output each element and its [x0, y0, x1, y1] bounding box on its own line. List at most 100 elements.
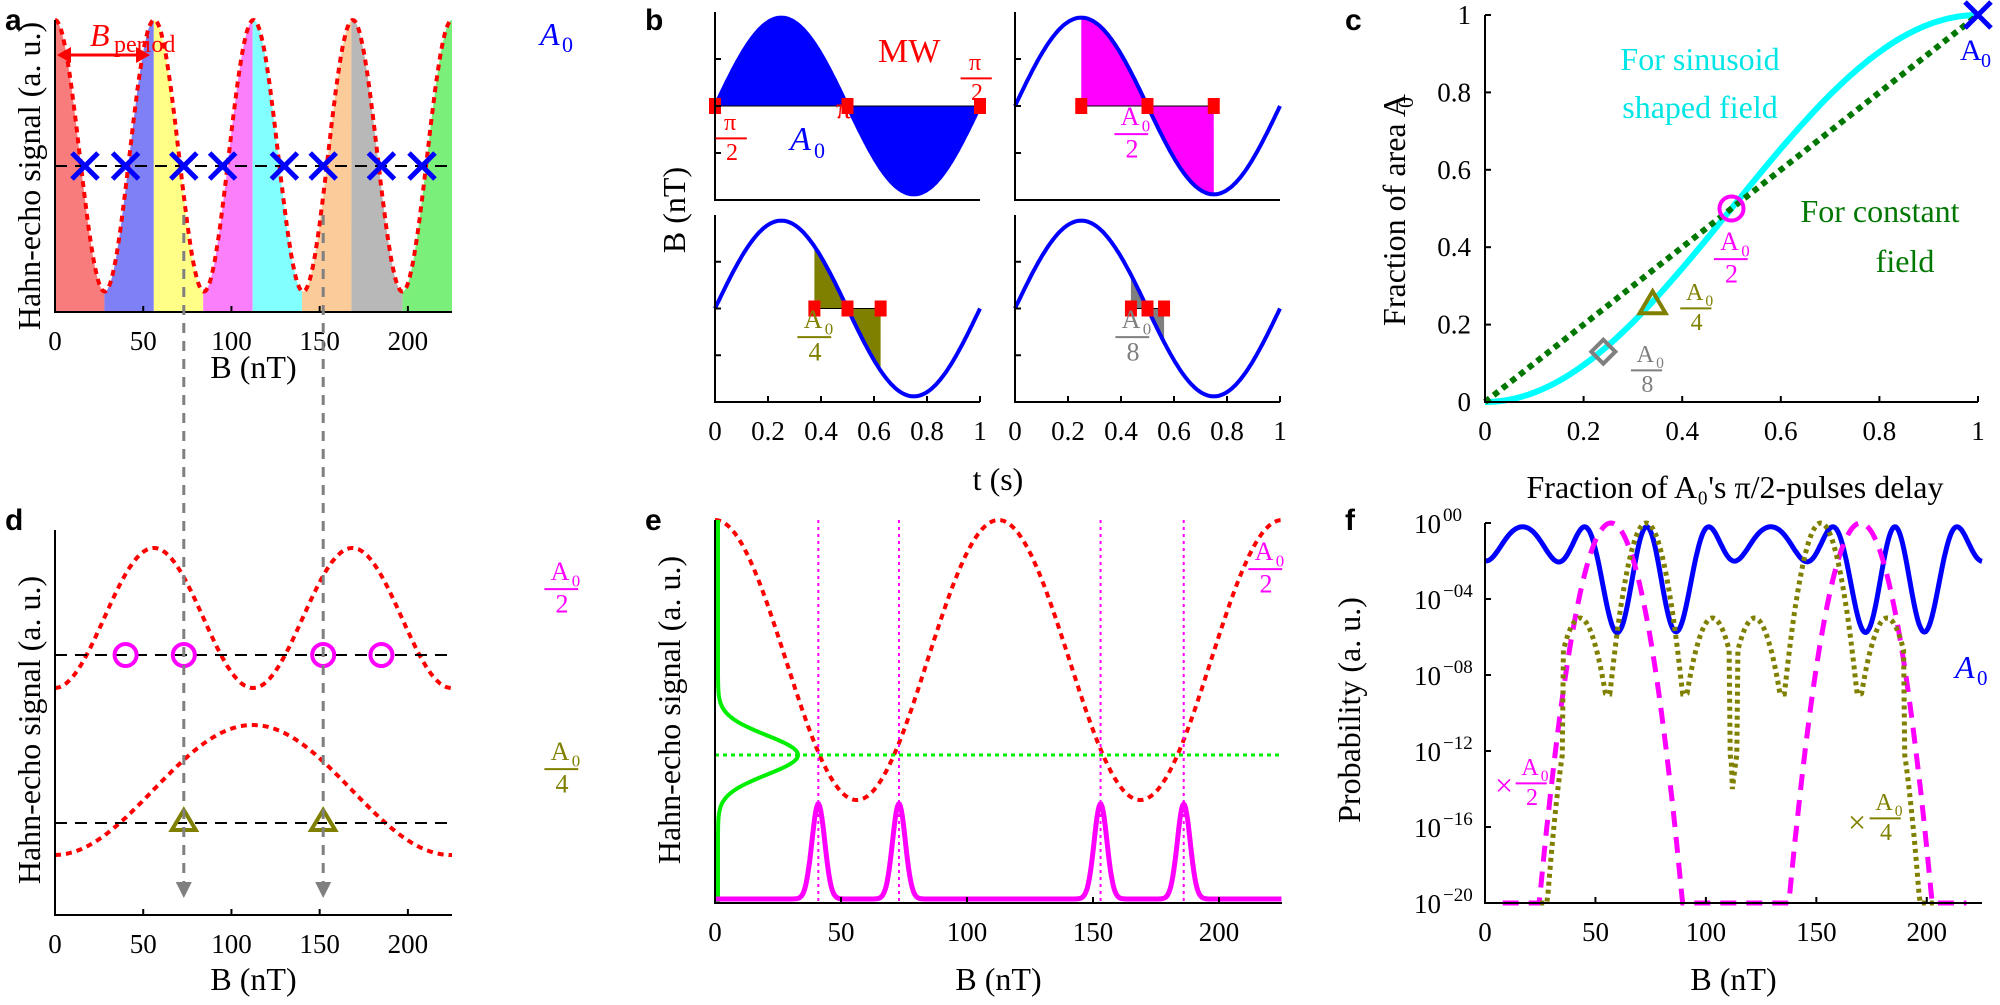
x-axis-label: t (s): [973, 461, 1024, 497]
y-tick-exponent: −16: [1443, 809, 1473, 830]
crossing-circle: [112, 642, 139, 668]
y-tick-exponent: −04: [1443, 581, 1473, 602]
series-a0-half: [1502, 520, 1967, 906]
y-tick-label: 10: [1414, 585, 1441, 615]
pulse-marker: [1207, 98, 1220, 114]
y-tick-exponent: 00: [1443, 505, 1462, 526]
shaded-area: [715, 17, 980, 195]
x-tick-label: 0.8: [1863, 416, 1897, 446]
x-tick-label: 1: [973, 416, 987, 446]
x-tick-label: 50: [130, 326, 157, 356]
y-tick-label: 10: [1414, 509, 1441, 539]
y-tick-label: 0.6: [1437, 155, 1471, 185]
label-a0-half-numerator-sub: 0: [1276, 552, 1284, 571]
crossing-marker: [110, 151, 141, 181]
a0-quarter-label-numerator: A: [804, 305, 823, 334]
pulse-marker: [1158, 300, 1171, 317]
x-tick-label: 100: [211, 326, 252, 356]
subplot-b3: 0 0.2 0.4 0.6 0.8 1A 04: [708, 215, 987, 446]
curve-a0-quarter: [55, 723, 452, 857]
x-tick-label: 0.8: [1210, 416, 1244, 446]
noise-distribution: [716, 520, 801, 903]
x-tick-label: 0.2: [1051, 416, 1085, 446]
x-tick-label: 0.6: [1157, 416, 1191, 446]
x-axis-label: B (nT): [1690, 961, 1776, 997]
pulse-marker: [1124, 300, 1137, 317]
mw-label: MW: [878, 33, 941, 70]
panel-a: a 0 50 100 150 200 B (nT) Hahn-echo signal (a. …: [5, 4, 573, 385]
x-tick-label: 0.8: [910, 416, 944, 446]
half-pi-right-denominator: 2: [971, 80, 983, 106]
y-tick-exponent: −12: [1443, 733, 1473, 754]
x-tick-label: 50: [1582, 917, 1609, 947]
pulse-marker: [1141, 300, 1154, 317]
label-a0-quarter-numerator-sub: 0: [572, 752, 580, 771]
panel-letter-a: a: [5, 4, 22, 37]
panel-letter-e: e: [645, 504, 662, 537]
panel-c: c 0 0.2 0.4 0.6 0.8 1 0 0.2 0.4 0.6 0.8 1 Fraction of…: [1345, 0, 1993, 505]
marker-a0-eighth-label-numerator-sub: 0: [1656, 355, 1664, 372]
x-tick-label: 1: [1273, 416, 1287, 446]
period-arrow-head-left: [57, 47, 71, 63]
x-tick-label: 0: [48, 326, 62, 356]
y-tick-label: 1: [1458, 0, 1472, 30]
a0-half-label-numerator-sub: 0: [1142, 117, 1150, 136]
link-arrow-head: [175, 882, 192, 898]
pulse-marker: [1075, 98, 1088, 114]
crossing-marker: [407, 151, 437, 181]
x-tick-label: 1: [1971, 416, 1985, 446]
subplot-axis: [714, 12, 980, 201]
marker-a0-half: [1717, 194, 1746, 223]
subplot-axis: [1014, 12, 1280, 201]
y-axis-label: B (nT): [656, 167, 692, 253]
label-a0-quarter-denominator: 4: [556, 770, 569, 799]
marker-a0-eighth: [1588, 336, 1619, 367]
label-a0-half-denominator: 2: [1526, 785, 1538, 811]
x-tick-label: 0: [1478, 917, 1492, 947]
a0-half-label-denominator: 2: [1126, 135, 1139, 164]
x-axis-label: Fraction of A₀'s π/2-pulses delay: [1526, 469, 1943, 505]
panel-letter-c: c: [1345, 4, 1362, 37]
label-a0-quarter-numerator: A: [1875, 790, 1893, 816]
marker-a0-half-label-numerator: A: [1720, 227, 1739, 256]
marker-a0-half-label-denominator: 2: [1725, 260, 1738, 289]
a0-eighth-label-numerator: A: [1122, 305, 1141, 334]
label-a0-half-numerator-sub: 0: [1541, 768, 1549, 785]
pulse-marker: [874, 300, 887, 317]
label-a0-quarter-numerator: A: [551, 737, 570, 766]
a0-eighth-label-numerator-sub: 0: [1143, 320, 1151, 339]
marker-a0-half-label-numerator-sub: 0: [1741, 242, 1749, 261]
label-a0-half-denominator: 2: [1260, 570, 1273, 599]
label-a0-half-numerator-sub: 0: [572, 572, 580, 591]
y-tick-exponent: −08: [1443, 657, 1473, 678]
x-tick-label: 150: [299, 929, 340, 959]
sinusoid-label-line1: For sinusoid: [1620, 41, 1779, 77]
pulse-marker: [841, 98, 854, 114]
half-pi-left-denominator: 2: [726, 140, 738, 166]
shaded-region: [203, 20, 253, 312]
x-tick-label: 100: [1686, 917, 1727, 947]
x-tick-label: 150: [1796, 917, 1837, 947]
x-tick-label: 150: [1073, 917, 1114, 947]
subplot-b1: [709, 12, 986, 201]
x-tick-label: 0: [48, 929, 62, 959]
crossing-marker: [169, 151, 199, 181]
pi-label: π: [836, 92, 851, 125]
series-a0-quarter: [1540, 520, 1938, 906]
panel-letter-d: d: [5, 504, 23, 537]
subplot-b2: A 02: [1013, 12, 1282, 201]
curve-label-a0-sub: 0: [562, 32, 573, 57]
y-tick-label: 10: [1414, 737, 1441, 767]
x-tick-label: 100: [211, 929, 252, 959]
a0-eighth-label-denominator: 8: [1127, 338, 1140, 367]
link-arrow-head: [315, 882, 332, 898]
y-tick-label: 10: [1414, 661, 1441, 691]
crossing-marker: [366, 151, 397, 181]
x-tick-label: 200: [388, 929, 429, 959]
label-times-quarter: ×: [1848, 804, 1866, 840]
label-a0: A: [1953, 649, 1975, 685]
y-tick-label: 0.2: [1437, 310, 1471, 340]
y-axis-label: Hahn-echo signal (a. u.): [651, 556, 687, 864]
x-tick-label: 0: [1478, 416, 1492, 446]
